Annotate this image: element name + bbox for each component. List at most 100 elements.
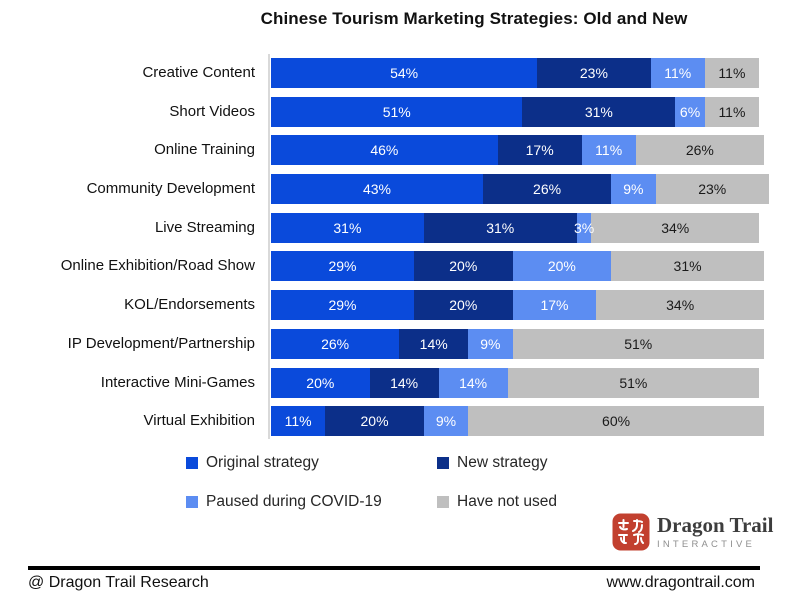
legend-label: New strategy: [457, 454, 548, 471]
bar-segment-original-strategy: 29%: [271, 290, 414, 321]
bar-segment-new-strategy: 17%: [497, 135, 582, 166]
bar-segment-new-strategy: 31%: [522, 96, 676, 127]
bar-segment-paused-during-covid-19: 20%: [512, 251, 612, 282]
bar-segment-new-strategy: 23%: [537, 58, 651, 88]
bar-track: 26% 14% 9% 51%: [271, 328, 764, 359]
chart-row: Online Training 46% 17% 11% 26%: [0, 135, 769, 166]
bar-track: 11% 20% 9% 60%: [271, 406, 764, 437]
bar-value-label: 11%: [595, 142, 623, 159]
legend-item-new-strategy: New strategy: [437, 454, 557, 472]
bar-value-label: 6%: [679, 103, 701, 120]
chart-row: KOL/Endorsements 29% 20% 17% 34%: [0, 290, 769, 321]
bar-segment-new-strategy: 20%: [325, 406, 424, 437]
category-label: Short Videos: [169, 102, 255, 120]
bar-segment-have-not-used: 11%: [704, 96, 760, 127]
bar-value-label: 17%: [525, 142, 554, 159]
category-label: Creative Content: [142, 64, 255, 81]
bar-value-label: 60%: [602, 413, 631, 430]
bar-value-label: 11%: [664, 65, 692, 81]
axis-baseline: [268, 54, 270, 439]
category-label: Interactive Mini-Games: [100, 373, 255, 391]
bar-segment-paused-during-covid-19: 11%: [650, 58, 705, 88]
legend-label: Original strategy: [206, 454, 319, 471]
chart-row: Interactive Mini-Games 20% 14% 14% 51%: [0, 367, 769, 398]
bar-track: 29% 20% 17% 34%: [271, 290, 764, 321]
bar-segment-new-strategy: 14%: [369, 367, 439, 398]
footer-website: www.dragontrail.com: [606, 574, 756, 591]
bar-segment-new-strategy: 14%: [399, 328, 469, 359]
chart-row: Creative Content 54% 23% 11% 11%: [0, 58, 769, 88]
bar-value-label: 20%: [360, 413, 389, 430]
bar-segment-have-not-used: 60%: [468, 406, 764, 437]
bar-segment-new-strategy: 26%: [482, 174, 612, 205]
bar-track: 51% 31% 6% 11%: [271, 96, 760, 127]
bar-value-label: 26%: [533, 181, 562, 198]
chart-legend: Original strategy New strategy Paused du…: [186, 454, 557, 511]
chart-row: Live Streaming 31% 31% 3% 34%: [0, 212, 769, 243]
chart-row: IP Development/Partnership 26% 14% 9% 51%: [0, 328, 769, 359]
bar-segment-paused-during-covid-19: 9%: [423, 406, 469, 437]
bar-segment-have-not-used: 23%: [655, 174, 769, 205]
bar-segment-have-not-used: 51%: [507, 367, 760, 398]
bar-value-label: 51%: [382, 103, 411, 120]
bar-segment-new-strategy: 20%: [413, 251, 513, 282]
bar-value-label: 20%: [449, 258, 478, 275]
brand-text: Dragon Trail INTERACTIVE: [657, 514, 773, 550]
dragon-trail-seal-icon: [612, 513, 650, 551]
bar-segment-original-strategy: 46%: [271, 135, 498, 166]
bar-segment-paused-during-covid-19: 9%: [611, 174, 656, 205]
bar-value-label: 20%: [547, 258, 576, 275]
bar-segment-have-not-used: 34%: [591, 212, 760, 243]
bar-value-label: 9%: [435, 413, 457, 430]
footer-divider: [28, 566, 760, 570]
chart-title: Chinese Tourism Marketing Strategies: Ol…: [260, 9, 688, 28]
legend-label: Paused during COVID-19: [206, 493, 382, 510]
brand-subtext: INTERACTIVE: [657, 539, 756, 550]
bar-value-label: 11%: [718, 103, 746, 120]
bar-value-label: 17%: [540, 297, 569, 314]
bar-value-label: 29%: [328, 258, 357, 275]
bar-segment-have-not-used: 34%: [596, 290, 764, 321]
bar-segment-new-strategy: 20%: [413, 290, 513, 321]
bar-value-label: 14%: [419, 335, 448, 352]
bar-segment-paused-during-covid-19: 17%: [512, 290, 597, 321]
bar-value-label: 34%: [661, 219, 690, 236]
bar-segment-original-strategy: 20%: [271, 367, 370, 398]
legend-swatch-original-strategy: [186, 457, 198, 469]
bar-segment-original-strategy: 26%: [271, 328, 400, 359]
chart-row: Short Videos 51% 31% 6% 11%: [0, 96, 769, 127]
bar-value-label: 31%: [673, 258, 702, 275]
bar-value-label: 51%: [624, 335, 653, 352]
bar-segment-have-not-used: 51%: [512, 328, 764, 359]
bar-value-label: 29%: [328, 297, 357, 314]
bar-segment-new-strategy: 31%: [423, 212, 577, 243]
brand-logo: Dragon Trail INTERACTIVE: [612, 513, 773, 551]
legend-swatch-have-not-used: [437, 496, 449, 508]
bar-segment-original-strategy: 31%: [271, 212, 424, 243]
bar-value-label: 46%: [370, 142, 399, 159]
category-label: Live Streaming: [154, 218, 255, 236]
bar-segment-original-strategy: 11%: [271, 406, 326, 437]
category-label: Community Development: [86, 180, 255, 198]
bar-value-label: 26%: [321, 335, 350, 352]
chart-rows: Creative Content 54% 23% 11% 11% Short Videos…: [0, 58, 769, 445]
bar-segment-original-strategy: 29%: [271, 251, 414, 282]
bar-value-label: 31%: [584, 103, 613, 120]
category-label: IP Development/Partnership: [67, 334, 255, 352]
bar-value-label: 34%: [666, 297, 695, 314]
bar-value-label: 14%: [459, 374, 488, 391]
bar-value-label: 3%: [573, 219, 595, 236]
bar-value-label: 9%: [480, 335, 501, 352]
legend-swatch-paused-during-covid-19: [186, 496, 198, 508]
bar-segment-paused-during-covid-19: 3%: [573, 212, 595, 243]
bar-value-label: 20%: [306, 374, 335, 391]
bar-value-label: 20%: [449, 297, 478, 314]
bar-track: 54% 23% 11% 11%: [271, 58, 760, 88]
bar-segment-have-not-used: 11%: [704, 58, 760, 88]
bar-track: 43% 26% 9% 23%: [271, 174, 769, 205]
bar-segment-have-not-used: 31%: [611, 251, 764, 282]
bar-track: 46% 17% 11% 26%: [271, 135, 764, 166]
bar-value-label: 31%: [333, 219, 362, 236]
bar-track: 31% 31% 3% 34%: [271, 212, 760, 243]
bar-value-label: 11%: [718, 65, 746, 81]
